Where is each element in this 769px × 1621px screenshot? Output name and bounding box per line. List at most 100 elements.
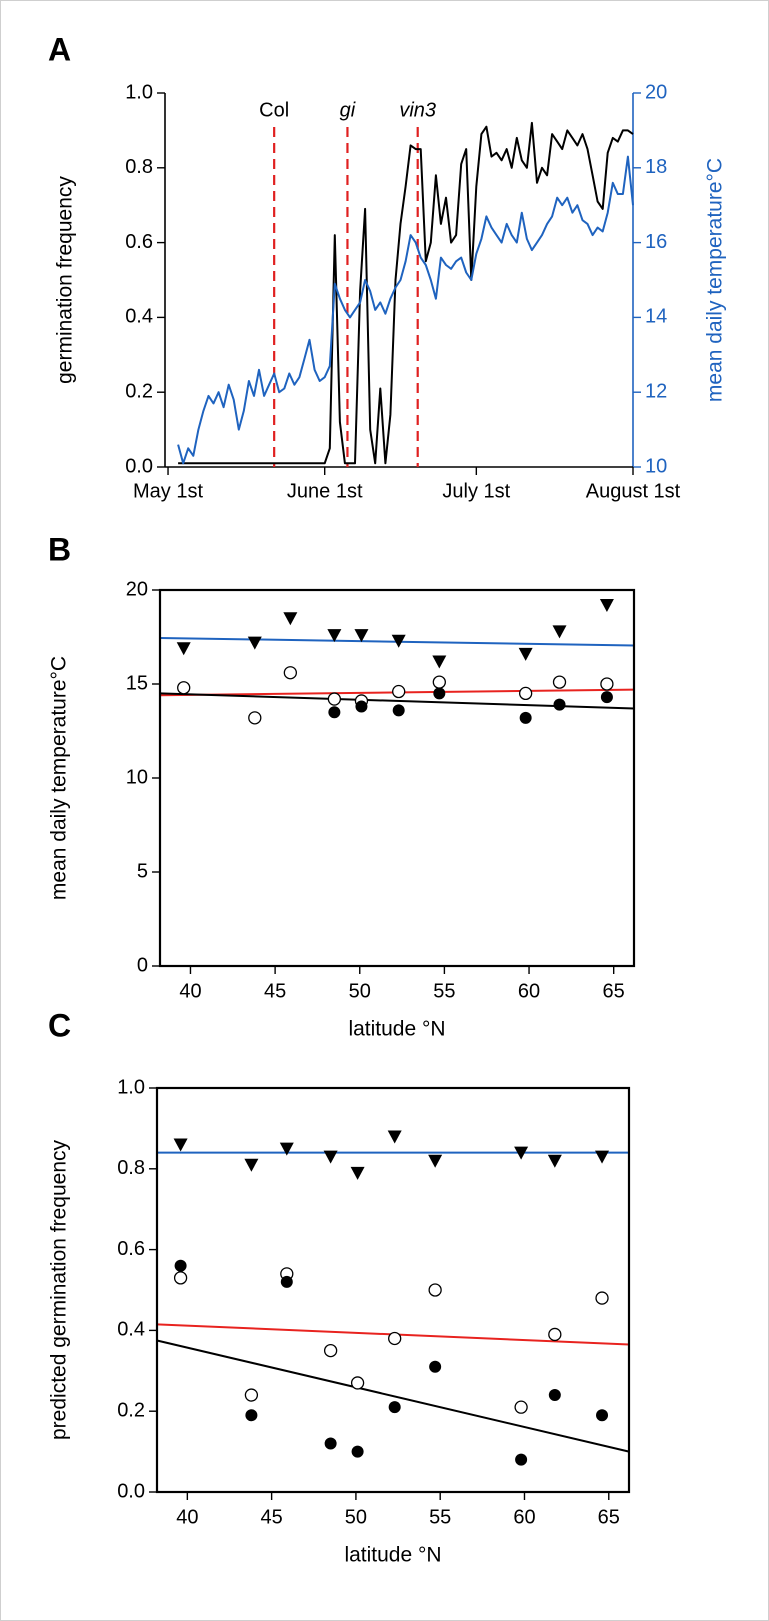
point — [248, 711, 262, 725]
point — [553, 698, 566, 711]
series-line — [177, 155, 634, 465]
y-tick-label: 0.0 — [117, 1480, 145, 1502]
panel-label: C — [48, 1007, 71, 1043]
y2-tick-label: 16 — [645, 231, 667, 253]
y-tick-label: 0.6 — [117, 1238, 145, 1260]
marker-label: gi — [340, 99, 356, 121]
point — [595, 1291, 609, 1305]
point — [387, 1130, 402, 1144]
point — [548, 1389, 561, 1402]
x-tick-label: 65 — [603, 980, 625, 1002]
y-axis-label: mean daily temperature°C — [48, 656, 71, 900]
x-tick-label: May 1st — [133, 480, 203, 502]
point — [327, 629, 342, 643]
point — [518, 647, 533, 661]
point — [515, 1453, 528, 1466]
point — [547, 1154, 562, 1168]
x-tick-label: 50 — [345, 1506, 367, 1528]
marker-label: Col — [259, 99, 289, 121]
x-tick-label: 60 — [513, 1506, 535, 1528]
point — [283, 666, 298, 680]
point — [519, 711, 532, 724]
x-tick-label: June 1st — [287, 480, 363, 502]
point — [354, 629, 369, 643]
y-tick-label: 0.4 — [125, 306, 153, 328]
y-axis-label: germination frequency — [54, 176, 77, 384]
point — [324, 1437, 337, 1450]
point — [279, 1142, 294, 1156]
point — [247, 636, 262, 650]
trend-line — [156, 1339, 630, 1453]
x-tick-label: 40 — [179, 980, 201, 1002]
point — [514, 1400, 528, 1414]
y-tick-label: 0.8 — [125, 156, 153, 178]
point — [429, 1360, 442, 1373]
point — [388, 1331, 402, 1346]
y2-tick-label: 10 — [645, 455, 667, 477]
y2-tick-label: 18 — [645, 156, 667, 178]
marker-label: vin3 — [399, 99, 436, 121]
point — [432, 675, 446, 689]
y2-tick-label: 12 — [645, 380, 667, 402]
x-tick-label: 45 — [264, 980, 286, 1002]
point — [600, 677, 614, 691]
point — [176, 642, 191, 656]
y-tick-label: 0.8 — [117, 1157, 145, 1179]
point — [599, 599, 614, 613]
point — [323, 1150, 338, 1164]
x-tick-label: 45 — [261, 1506, 283, 1528]
point — [283, 612, 298, 626]
point — [392, 704, 405, 717]
x-tick-label: July 1st — [442, 480, 510, 502]
point — [173, 1271, 188, 1285]
point — [548, 1327, 562, 1342]
x-tick-label: August 1st — [586, 480, 681, 502]
y-tick-label: 1.0 — [125, 81, 153, 103]
y2-tick-label: 14 — [645, 306, 667, 328]
point — [433, 687, 446, 700]
x-tick-label: 50 — [349, 980, 371, 1002]
point — [323, 1343, 338, 1358]
point — [244, 1388, 259, 1402]
point — [595, 1150, 610, 1164]
y-tick-label: 0.2 — [117, 1399, 145, 1421]
y-tick-label: 0.2 — [125, 380, 153, 402]
panel-label: A — [48, 31, 71, 67]
point — [355, 700, 368, 713]
point — [596, 1409, 609, 1422]
plot-frame — [158, 588, 636, 968]
point — [600, 691, 613, 704]
plot-frame — [155, 1086, 631, 1494]
point — [280, 1275, 293, 1288]
y-tick-label: 10 — [126, 766, 148, 788]
y-tick-label: 15 — [126, 672, 148, 694]
point — [392, 684, 406, 699]
y-tick-label: 0.0 — [125, 455, 153, 477]
point — [174, 1259, 187, 1272]
x-axis-label: latitude °N — [344, 1544, 441, 1567]
y-tick-label: 5 — [137, 860, 148, 882]
y-tick-label: 0 — [137, 954, 148, 976]
y-tick-label: 20 — [126, 578, 148, 600]
x-tick-label: 60 — [518, 980, 540, 1002]
x-axis-label: latitude °N — [348, 1018, 445, 1041]
point — [432, 655, 447, 669]
point — [244, 1158, 259, 1172]
series-line — [178, 121, 634, 465]
point — [350, 1166, 365, 1180]
point — [327, 692, 342, 706]
point — [388, 1401, 401, 1414]
point — [351, 1445, 364, 1458]
x-tick-label: 65 — [598, 1506, 620, 1528]
point — [519, 686, 533, 701]
point — [173, 1138, 188, 1152]
x-tick-label: 55 — [429, 1506, 451, 1528]
y-tick-label: 0.4 — [117, 1319, 145, 1341]
point — [177, 681, 191, 695]
point — [350, 1376, 365, 1390]
x-tick-label: 55 — [433, 980, 455, 1002]
point — [514, 1146, 529, 1160]
y-axis-label: predicted germination frequency — [48, 1139, 71, 1440]
